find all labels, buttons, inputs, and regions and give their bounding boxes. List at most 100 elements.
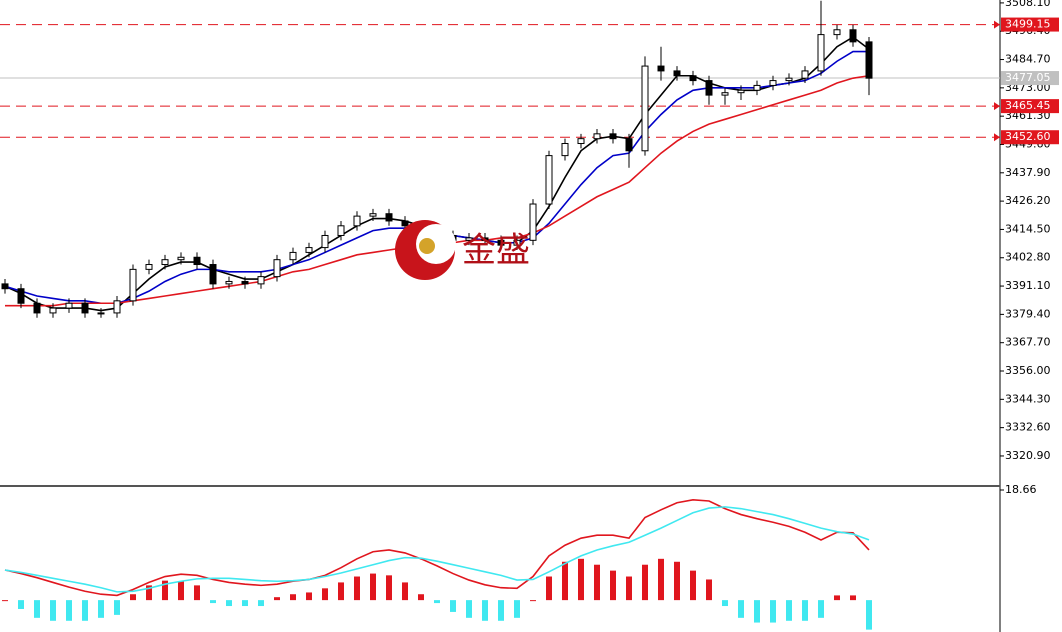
candle-body	[785, 77, 793, 82]
candle-body	[657, 65, 665, 72]
histogram-bar	[706, 579, 712, 601]
candle-body	[209, 264, 217, 285]
level-box	[1001, 17, 1059, 32]
histogram-bar	[530, 600, 536, 602]
candle-body	[305, 247, 313, 253]
candle-body	[465, 237, 473, 241]
logo	[395, 220, 456, 280]
indicator-line	[4, 498, 870, 597]
histogram-bar	[274, 597, 280, 601]
y-tick-label: 3414.50	[1005, 222, 1051, 235]
y-tick-label: 3332.60	[1005, 421, 1051, 434]
y-tick-label: 3356.00	[1005, 364, 1051, 377]
y-tick-label: 3391.10	[1005, 279, 1051, 292]
y-tick-label: 3379.40	[1005, 307, 1051, 320]
histogram-bar	[770, 600, 776, 623]
histogram-bar	[162, 580, 168, 601]
candle-body	[129, 268, 137, 302]
candle-body	[81, 302, 89, 314]
candle-body	[241, 280, 249, 285]
histogram-bar	[418, 594, 424, 601]
histogram-bar	[50, 600, 56, 621]
candle-body	[289, 251, 297, 261]
candle-body	[49, 307, 57, 314]
y-tick-label: 3320.90	[1005, 449, 1051, 462]
histogram-bar	[18, 600, 24, 609]
histogram-bar	[722, 600, 728, 607]
histogram-bar	[146, 585, 152, 601]
histogram-bar	[450, 600, 456, 612]
histogram-bar	[594, 564, 600, 601]
level-label: 3499.15	[1005, 18, 1051, 31]
y-tick-label: 3426.20	[1005, 194, 1051, 207]
y-tick-label: 18.66	[1005, 483, 1037, 496]
y-tick-label: 3437.90	[1005, 166, 1051, 179]
histogram-bar	[610, 570, 616, 601]
candle-body	[401, 220, 409, 227]
candle-body	[481, 237, 489, 241]
y-tick-label: 3402.80	[1005, 251, 1051, 264]
candle-body	[641, 65, 649, 152]
candle-body	[1, 283, 9, 290]
candle-body	[385, 213, 393, 222]
level-label: 3452.60	[1005, 130, 1051, 143]
candle-body	[705, 80, 713, 96]
histogram-bar	[514, 600, 520, 618]
candle-body	[833, 29, 841, 36]
histogram-bar	[578, 558, 584, 601]
histogram-bar	[258, 600, 264, 607]
candle-body	[753, 84, 761, 91]
histogram-bar	[98, 600, 104, 618]
histogram-bar	[562, 561, 568, 601]
candle-body	[721, 92, 729, 96]
level-label: 3465.45	[1005, 99, 1051, 112]
candle-body	[593, 133, 601, 140]
y-tick-label: 3484.70	[1005, 53, 1051, 66]
indicator-line	[4, 506, 870, 593]
histogram-bar	[498, 600, 504, 621]
histogram-bar	[690, 570, 696, 601]
y-tick-label: 3344.30	[1005, 392, 1051, 405]
logo-dot	[419, 238, 435, 254]
candle-body	[769, 80, 777, 86]
level-box	[1001, 130, 1059, 145]
histogram-bar	[834, 595, 840, 601]
current-price-box	[1001, 71, 1059, 86]
histogram-bar	[178, 581, 184, 601]
candle-body	[625, 138, 633, 152]
candle-body	[193, 256, 201, 266]
candle-body	[513, 239, 521, 246]
candle-body	[321, 234, 329, 249]
histogram-bar	[338, 582, 344, 601]
candle-body	[273, 259, 281, 278]
candle-body	[561, 143, 569, 157]
histogram-bar	[194, 585, 200, 601]
level-arrow	[994, 133, 1000, 142]
candle-body	[497, 239, 505, 246]
candle-body	[577, 138, 585, 145]
candle-body	[145, 264, 153, 270]
histogram-bar	[738, 600, 744, 618]
histogram-bar	[818, 600, 824, 618]
histogram-bar	[642, 564, 648, 601]
candle-body	[529, 203, 537, 241]
level-box	[1001, 99, 1059, 114]
histogram-bar	[626, 576, 632, 601]
histogram-bar	[402, 582, 408, 601]
candle-body	[337, 225, 345, 236]
candle-body	[353, 215, 361, 227]
histogram-bar	[2, 600, 8, 602]
candle-body	[225, 280, 233, 285]
candle-body	[17, 288, 25, 304]
candle-body	[161, 259, 169, 266]
candle-body	[97, 312, 105, 315]
logo-inner	[416, 224, 456, 264]
candle-body	[369, 213, 377, 217]
candle-body	[865, 41, 873, 79]
histogram-bar	[354, 576, 360, 601]
candle-body	[673, 70, 681, 77]
histogram-bar	[66, 600, 72, 621]
candle-body	[609, 133, 617, 140]
